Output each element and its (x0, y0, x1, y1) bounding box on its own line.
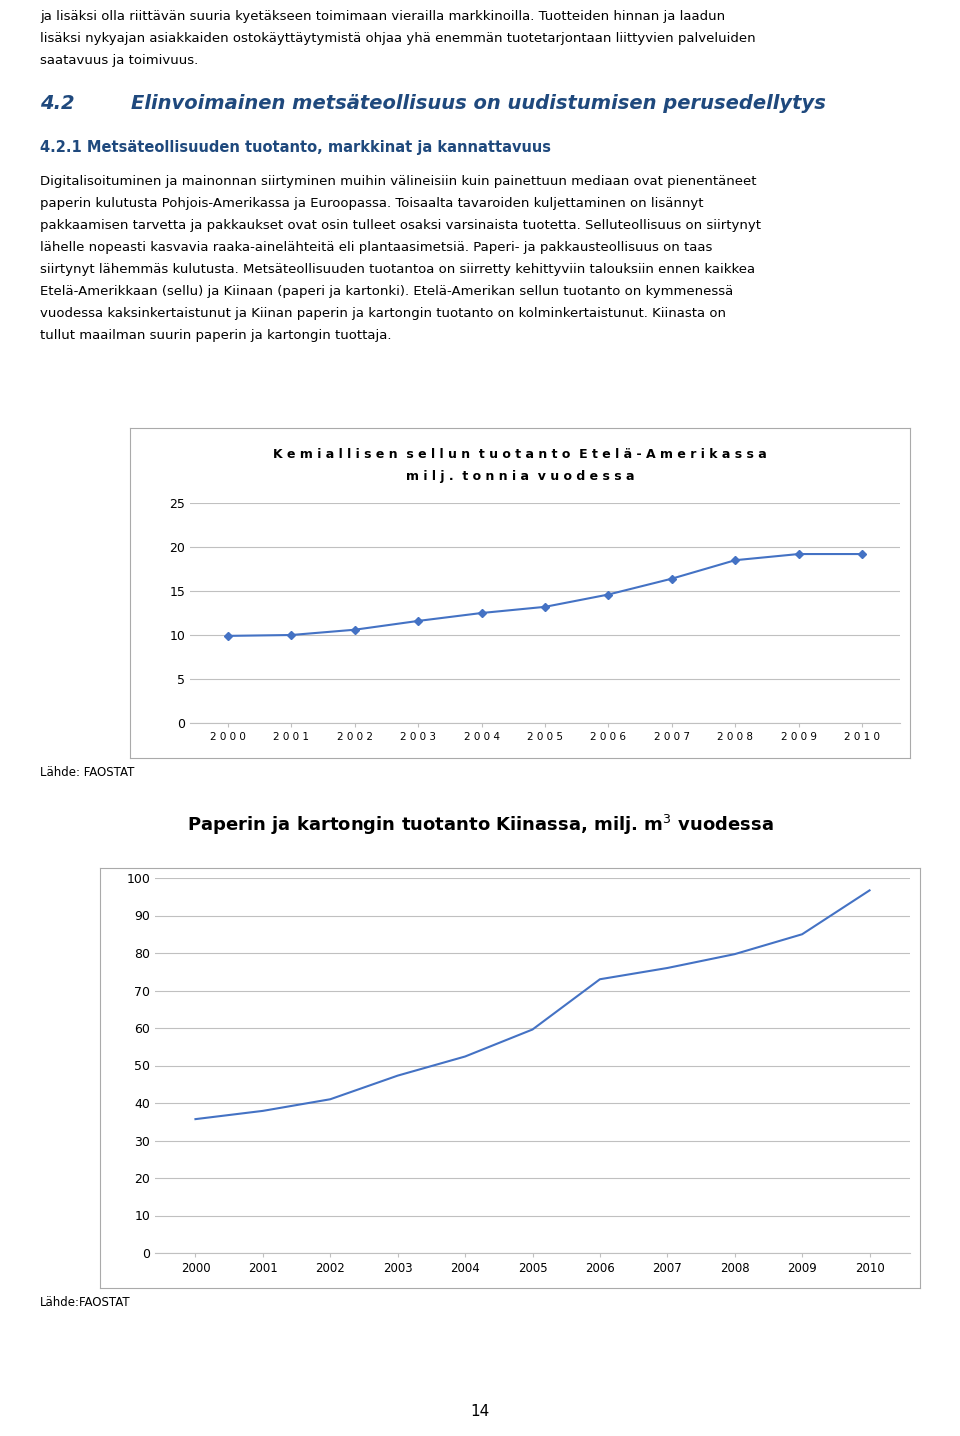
Text: lisäksi nykyajan asiakkaiden ostokäyttäytymistä ohjaa yhä enemmän tuotetarjontaa: lisäksi nykyajan asiakkaiden ostokäyttäy… (40, 32, 756, 45)
Text: Paperin ja kartongin tuotanto Kiinassa, milj. m$^{3}$ vuodessa: Paperin ja kartongin tuotanto Kiinassa, … (186, 813, 774, 837)
Text: lähelle nopeasti kasvavia raaka-ainelähteitä eli plantaasimetsiä. Paperi- ja pak: lähelle nopeasti kasvavia raaka-aineläht… (40, 241, 712, 254)
Text: ja lisäksi olla riittävän suuria kyetäkseen toimimaan vierailla markkinoilla. Tu: ja lisäksi olla riittävän suuria kyetäks… (40, 10, 725, 23)
Text: Etelä-Amerikkaan (sellu) ja Kiinaan (paperi ja kartonki). Etelä-Amerikan sellun : Etelä-Amerikkaan (sellu) ja Kiinaan (pap… (40, 284, 733, 299)
Text: Digitalisoituminen ja mainonnan siirtyminen muihin välineisiin kuin painettuun m: Digitalisoituminen ja mainonnan siirtymi… (40, 175, 756, 188)
Text: Elinvoimainen metsäteollisuus on uudistumisen perusedellytys: Elinvoimainen metsäteollisuus on uudistu… (132, 93, 826, 113)
Text: vuodessa kaksinkertaistunut ja Kiinan paperin ja kartongin tuotanto on kolminker: vuodessa kaksinkertaistunut ja Kiinan pa… (40, 307, 726, 320)
Text: 14: 14 (470, 1404, 490, 1419)
Text: m i l j .  t o n n i a  v u o d e s s a: m i l j . t o n n i a v u o d e s s a (406, 470, 635, 482)
Text: Lähde: FAOSTAT: Lähde: FAOSTAT (40, 765, 134, 778)
Text: pakkaamisen tarvetta ja pakkaukset ovat osin tulleet osaksi varsinaista tuotetta: pakkaamisen tarvetta ja pakkaukset ovat … (40, 220, 761, 233)
Text: tullut maailman suurin paperin ja kartongin tuottaja.: tullut maailman suurin paperin ja karton… (40, 329, 392, 342)
Text: saatavuus ja toimivuus.: saatavuus ja toimivuus. (40, 55, 199, 67)
Text: K e m i a l l i s e n  s e l l u n  t u o t a n t o  E t e l ä - A m e r i k a s: K e m i a l l i s e n s e l l u n t u o … (274, 448, 767, 461)
Text: siirtynyt lähemmäs kulutusta. Metsäteollisuuden tuotantoa on siirretty kehittyvi: siirtynyt lähemmäs kulutusta. Metsäteoll… (40, 263, 756, 276)
Text: Lähde:FAOSTAT: Lähde:FAOSTAT (40, 1297, 131, 1310)
Text: 4.2: 4.2 (40, 93, 75, 113)
Text: paperin kulutusta Pohjois-Amerikassa ja Euroopassa. Toisaalta tavaroiden kuljett: paperin kulutusta Pohjois-Amerikassa ja … (40, 197, 704, 210)
Text: 4.2.1 Metsäteollisuuden tuotanto, markkinat ja kannattavuus: 4.2.1 Metsäteollisuuden tuotanto, markki… (40, 139, 551, 155)
